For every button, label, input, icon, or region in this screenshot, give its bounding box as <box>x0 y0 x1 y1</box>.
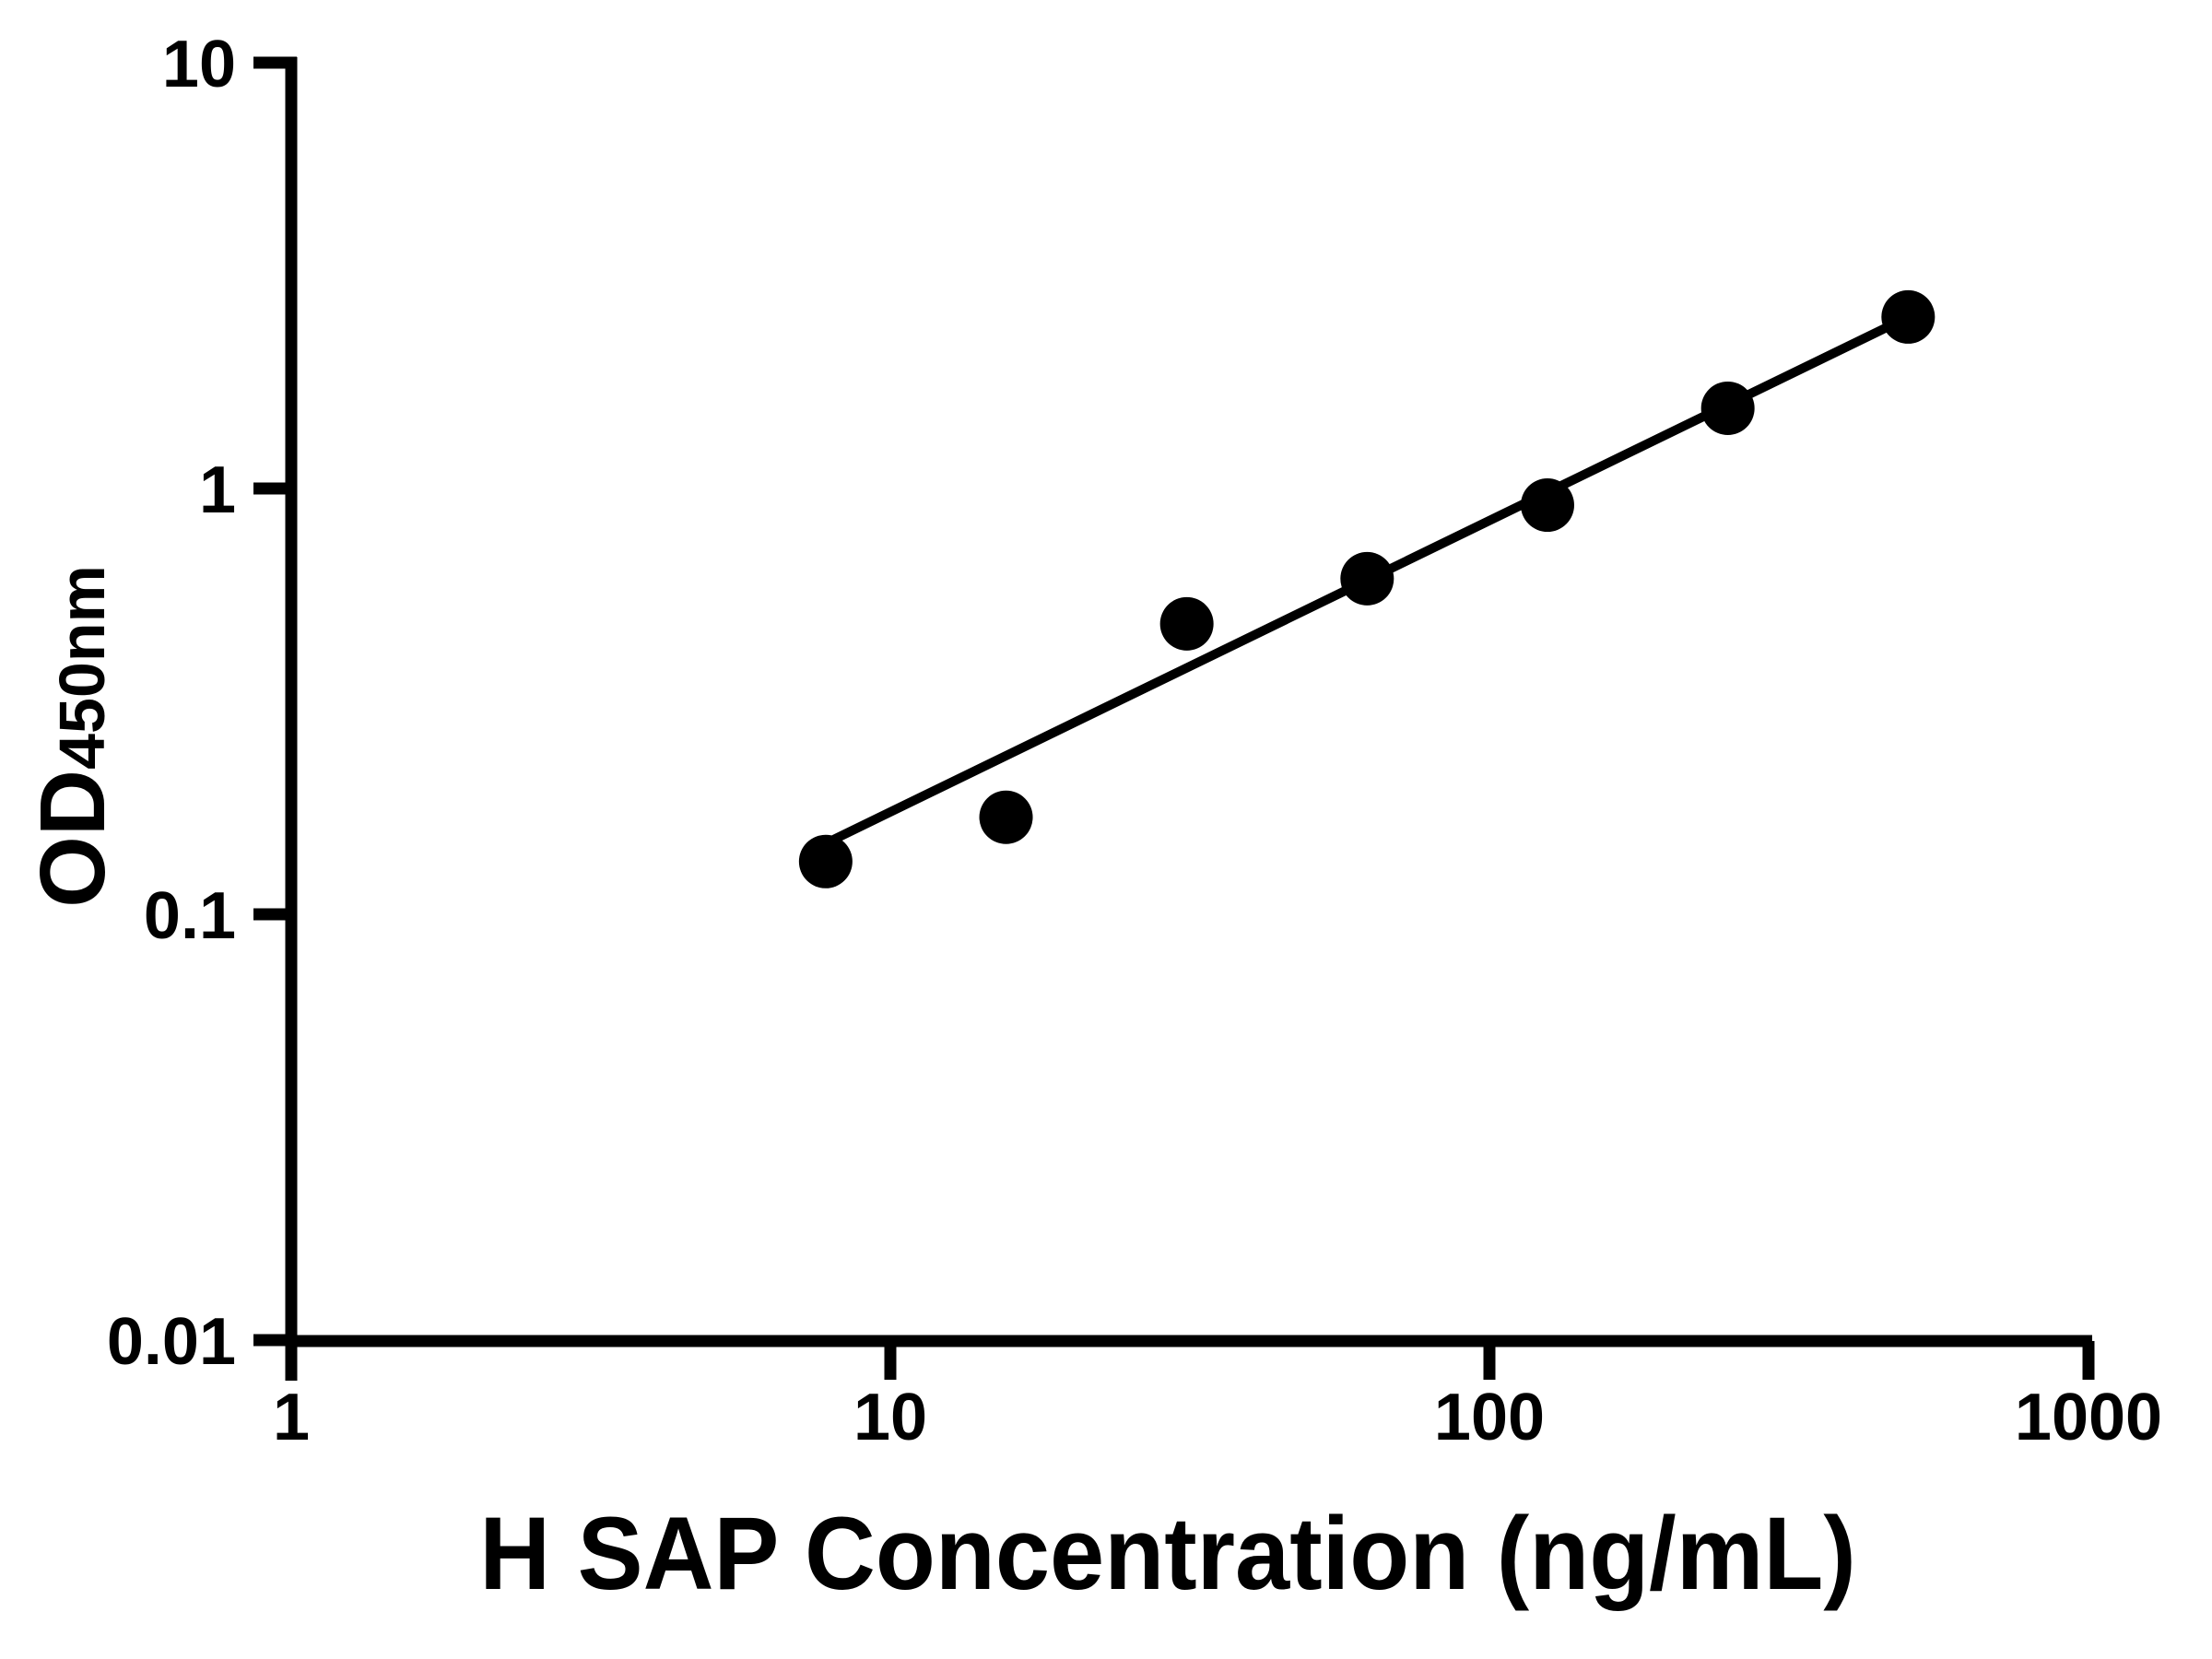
y-axis-title: OD450nm <box>8 0 137 1474</box>
y-axis-title-subscript: 450nm <box>46 565 118 770</box>
data-point <box>979 790 1033 844</box>
x-tick-label: 100 <box>1434 1381 1545 1454</box>
x-axis-title: H SAP Concentration (ng/mL) <box>479 1496 1856 1611</box>
data-point <box>1340 551 1394 606</box>
x-tick-label: 1 <box>273 1381 310 1454</box>
data-point <box>798 834 853 888</box>
x-tick-label: 1000 <box>2015 1381 2162 1454</box>
data-point <box>1881 289 1936 344</box>
y-tick-label: 10 <box>162 28 236 101</box>
data-point <box>1159 596 1214 651</box>
y-axis-title-main: OD <box>21 769 124 908</box>
y-tick-label: 0.01 <box>107 1305 236 1379</box>
x-tick-label: 10 <box>853 1381 927 1454</box>
data-point <box>1700 381 1755 435</box>
y-tick-label: 0.1 <box>144 879 236 953</box>
data-point <box>1520 478 1574 533</box>
y-tick-label: 1 <box>199 453 236 527</box>
